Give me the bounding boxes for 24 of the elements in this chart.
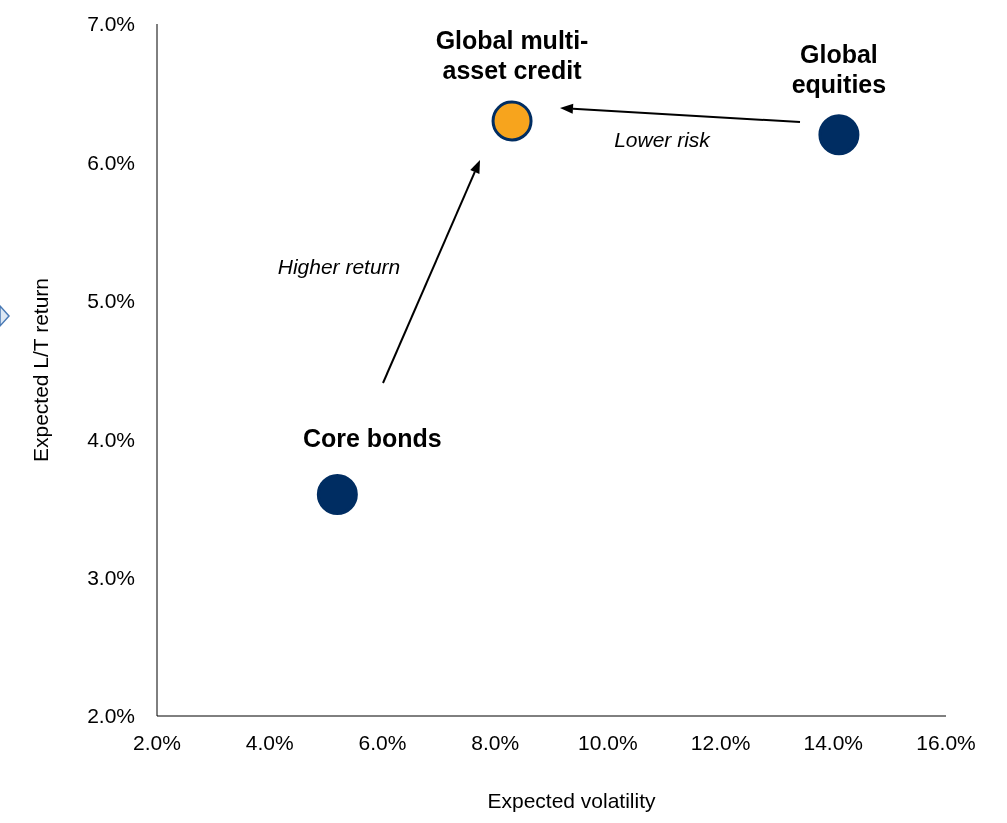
point [316, 474, 358, 516]
x-axis-title: Expected volatility [487, 789, 657, 812]
point [818, 114, 860, 156]
x-tick-label: 16.0% [916, 731, 976, 754]
x-tick-label: 2.0% [133, 731, 181, 754]
x-tick-label: 8.0% [471, 731, 520, 754]
y-tick-label: 4.0% [87, 427, 135, 451]
x-tick-label: 4.0% [245, 731, 294, 754]
y-axis-title: Expected L/T return [29, 277, 52, 463]
y-tick-label: 5.0% [87, 289, 135, 313]
x-tick-label: 10.0% [578, 731, 638, 754]
point [491, 100, 533, 142]
x-tick-label: 6.0% [358, 731, 407, 754]
x-tick-label: 12.0% [690, 731, 751, 754]
y-tick-label: 2.0% [87, 704, 135, 728]
annotation: Higher return [277, 255, 401, 278]
annotation: Lower risk [614, 128, 712, 151]
y-tick-label: 6.0% [87, 150, 135, 174]
y-tick-label: 3.0% [87, 565, 135, 589]
annotation: Global multi- asset credit [435, 25, 589, 84]
annotation: Core bonds [302, 423, 442, 452]
y-tick-label: 7.0% [87, 12, 135, 36]
x-tick-label: 14.0% [803, 731, 864, 754]
annotation: Global equities [791, 39, 887, 98]
